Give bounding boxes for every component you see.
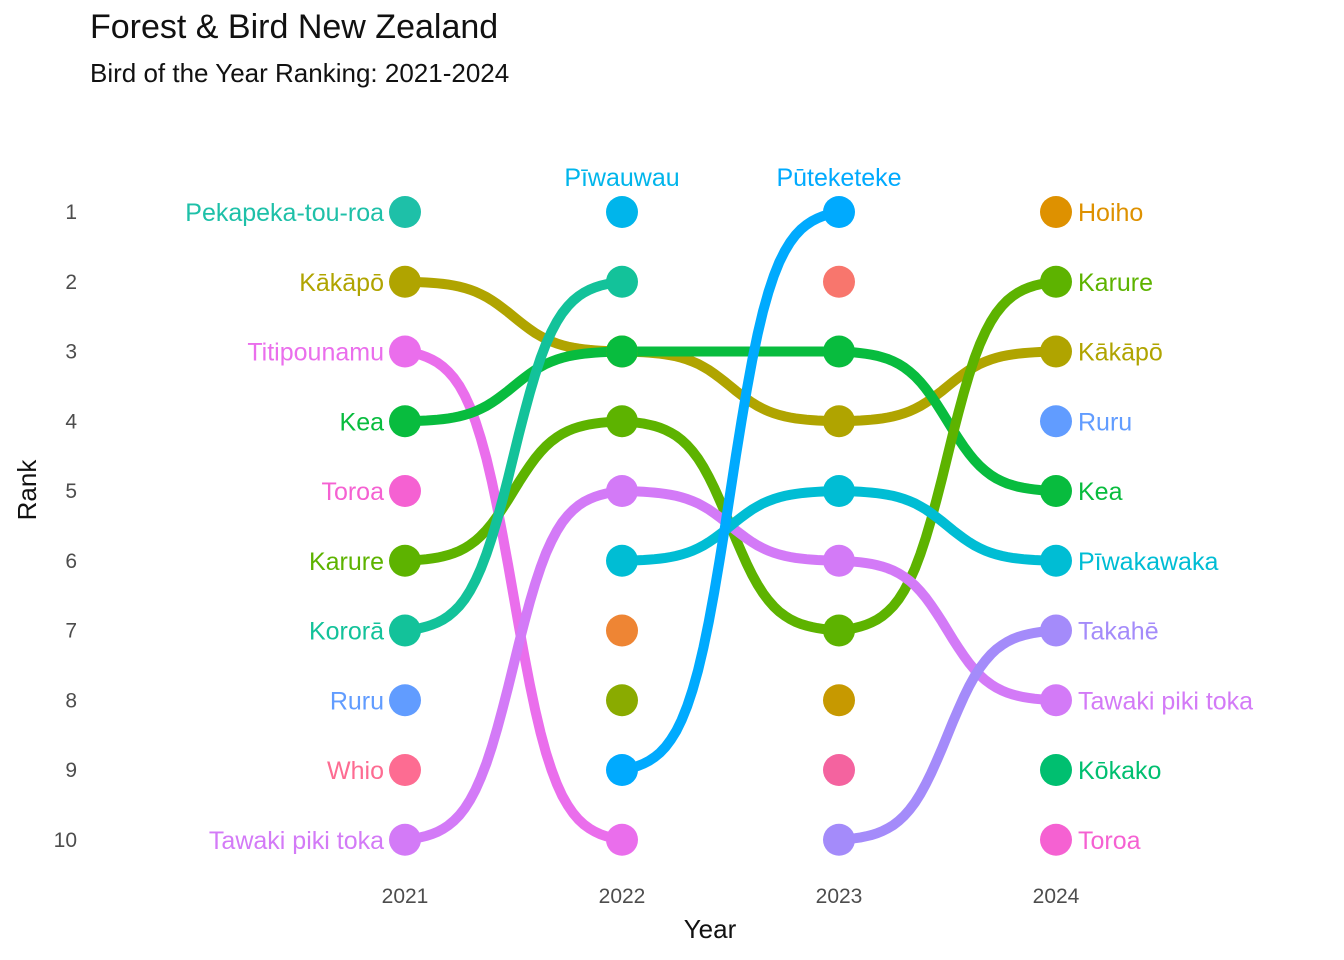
y-tick-label-9: 9 (65, 759, 77, 782)
chart-subtitle: Bird of the Year Ranking: 2021-2024 (90, 58, 510, 88)
point-tawaki-piki-toka-2021 (389, 823, 421, 856)
end-label-kokako: Kōkako (1078, 757, 1161, 785)
point-toroa-2024 (1040, 823, 1072, 856)
series-line-kakapo-2023 (834, 346, 1061, 427)
start-label-tawaki-piki-toka: Tawaki piki toka (209, 827, 384, 855)
series-line-korora-2021 (400, 276, 627, 636)
point-karure-2023 (823, 614, 855, 647)
series-line-kakapo-2022 (617, 346, 844, 427)
point-puteketeke-2022 (606, 754, 638, 786)
point-titipounamu-2021 (389, 335, 421, 368)
end-label-takahe: Takahē (1078, 618, 1159, 646)
end-label-kakapo: Kākāpō (1078, 339, 1163, 367)
series-line-karure-2023 (834, 276, 1061, 636)
point-unlabeled-2022 (606, 614, 638, 647)
point-tawaki-piki-toka-2024 (1040, 684, 1072, 717)
point-piwakawaka-2023 (823, 475, 855, 507)
end-label-karure: Karure (1078, 269, 1153, 297)
point-tawaki-piki-toka-2023 (823, 544, 855, 577)
winner-label-piwauwau: Pīwauwau (564, 164, 679, 192)
y-tick-label-7: 7 (65, 620, 77, 643)
start-label-ruru: Ruru (330, 687, 384, 715)
point-korora-2022 (606, 265, 638, 298)
y-tick-label-3: 3 (65, 341, 77, 364)
start-label-karure: Karure (309, 548, 384, 576)
point-toroa-2021 (389, 475, 421, 507)
start-label-kakapo: Kākāpō (299, 269, 384, 297)
y-tick-label-5: 5 (65, 480, 77, 503)
point-ruru-2021 (389, 684, 421, 717)
point-unlabeled-2023 (823, 754, 855, 786)
y-tick-label-4: 4 (65, 410, 77, 433)
point-piwauwau-2022 (606, 196, 638, 228)
series-line-tawaki-piki-toka-2021 (400, 486, 627, 845)
series-line-karure-2021 (400, 416, 627, 566)
end-label-kea: Kea (1078, 478, 1123, 506)
x-tick-label-2023: 2023 (816, 885, 863, 908)
series-line-kea-2021 (400, 346, 627, 427)
series-line-puteketeke-2022 (617, 207, 844, 775)
point-piwakawaka-2024 (1040, 544, 1072, 577)
series-line-piwakawaka-2023 (834, 486, 1061, 566)
point-titipounamu-2022 (606, 823, 638, 856)
point-kea-2023 (823, 335, 855, 368)
chart-title: Forest & Bird New Zealand (90, 8, 499, 46)
point-karure-2022 (606, 405, 638, 438)
start-label-korora: Kororā (309, 618, 384, 646)
point-kakapo-2023 (823, 405, 855, 438)
point-pekapeka-tou-roa-2021 (389, 196, 421, 228)
y-tick-label-6: 6 (65, 550, 77, 573)
point-kea-2022 (606, 335, 638, 368)
y-tick-label-8: 8 (65, 689, 77, 712)
x-tick-label-2022: 2022 (599, 885, 646, 908)
series-line-titipounamu-2021 (400, 346, 627, 845)
point-takahe-2024 (1040, 614, 1072, 647)
point-kakapo-2021 (389, 265, 421, 298)
series-line-takahe-2023 (834, 625, 1061, 845)
end-label-tawaki-piki-toka: Tawaki piki toka (1078, 687, 1253, 715)
series-line-kea-2023 (834, 346, 1061, 496)
y-tick-label-10: 10 (54, 829, 77, 852)
y-tick-label-1: 1 (65, 201, 77, 224)
point-kea-2024 (1040, 475, 1072, 507)
y-axis-title: Rank (12, 459, 42, 521)
series-lines (400, 207, 1061, 845)
point-piwakawaka-2022 (606, 544, 638, 577)
point-tawaki-piki-toka-2022 (606, 475, 638, 507)
series-line-piwakawaka-2022 (617, 486, 844, 566)
point-whio-2021 (389, 754, 421, 786)
start-label-pekapeka-tou-roa: Pekapeka-tou-roa (185, 199, 384, 227)
point-takahe-2023 (823, 823, 855, 856)
end-label-piwakawaka: Pīwakawaka (1078, 548, 1218, 576)
point-kea-2021 (389, 405, 421, 438)
x-axis-title: Year (684, 914, 737, 944)
x-tick-label-2021: 2021 (382, 885, 429, 908)
end-label-toroa: Toroa (1078, 827, 1141, 855)
start-label-whio: Whio (327, 757, 384, 785)
point-korora-2021 (389, 614, 421, 647)
y-tick-label-2: 2 (65, 271, 77, 294)
end-label-hoiho: Hoiho (1078, 199, 1143, 227)
series-labels: Pekapeka-tou-roa Kākāpō Kākāpō Titipounamu K… (185, 164, 1253, 855)
point-unlabeled-2022 (606, 684, 638, 717)
point-karure-2021 (389, 544, 421, 577)
end-label-ruru: Ruru (1078, 408, 1132, 436)
point-unlabeled-2023 (823, 265, 855, 298)
start-label-toroa: Toroa (321, 478, 384, 506)
point-kakapo-2024 (1040, 335, 1072, 368)
point-unlabeled-2023 (823, 684, 855, 717)
point-karure-2024 (1040, 265, 1072, 298)
point-ruru-2024 (1040, 405, 1072, 438)
start-label-titipounamu: Titipounamu (247, 339, 384, 367)
point-puteketeke-2023 (823, 196, 855, 228)
start-label-kea: Kea (340, 408, 385, 436)
series-line-tawaki-piki-toka-2023 (834, 555, 1061, 706)
winner-label-puteketeke: Pūteketeke (776, 164, 901, 192)
x-tick-label-2024: 2024 (1033, 885, 1080, 908)
series-points (389, 196, 1072, 856)
point-hoiho-2024 (1040, 196, 1072, 228)
point-kokako-2024 (1040, 754, 1072, 786)
